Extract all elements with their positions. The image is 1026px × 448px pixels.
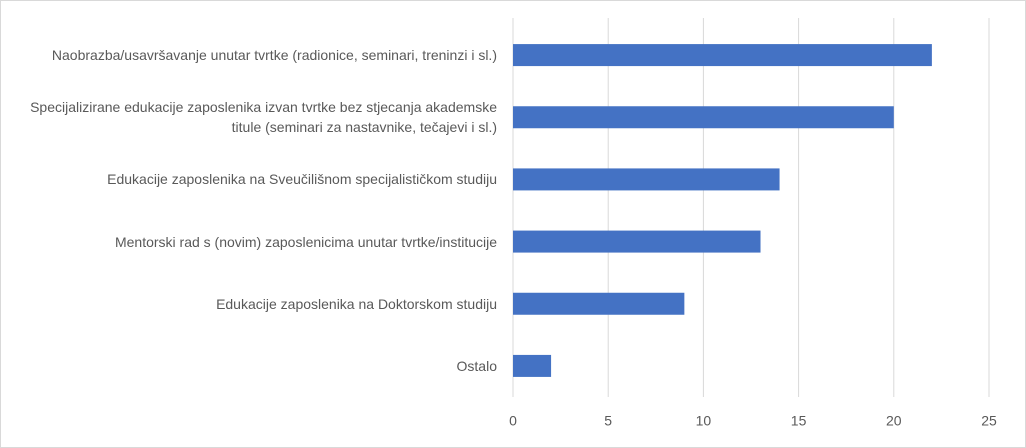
y-tick-label: Mentorski rad s (novim) zaposlenicima un… xyxy=(114,233,497,250)
bar xyxy=(513,44,932,67)
x-tick-label: 20 xyxy=(886,413,902,429)
y-tick-label: Edukacije zaposlenika na Doktorskom stud… xyxy=(216,295,497,312)
bar xyxy=(513,354,552,377)
bar xyxy=(513,230,761,253)
x-tick-label: 0 xyxy=(509,413,517,429)
y-tick-label: Edukacije zaposlenika na Sveučilišnom sp… xyxy=(107,171,497,188)
x-tick-label: 5 xyxy=(604,413,612,429)
bar xyxy=(513,106,894,129)
y-tick-label: Naobrazba/usavršavanje unutar tvrtke (ra… xyxy=(51,47,497,64)
x-tick-label: 10 xyxy=(696,413,712,429)
bar xyxy=(513,168,780,191)
x-tick-label: 15 xyxy=(791,413,807,429)
y-tick-label: Specijalizirane edukacije zaposlenika iz… xyxy=(30,99,497,136)
x-tick-label: 25 xyxy=(981,413,997,429)
bar xyxy=(513,292,685,315)
y-tick-label: Ostalo xyxy=(456,357,497,374)
